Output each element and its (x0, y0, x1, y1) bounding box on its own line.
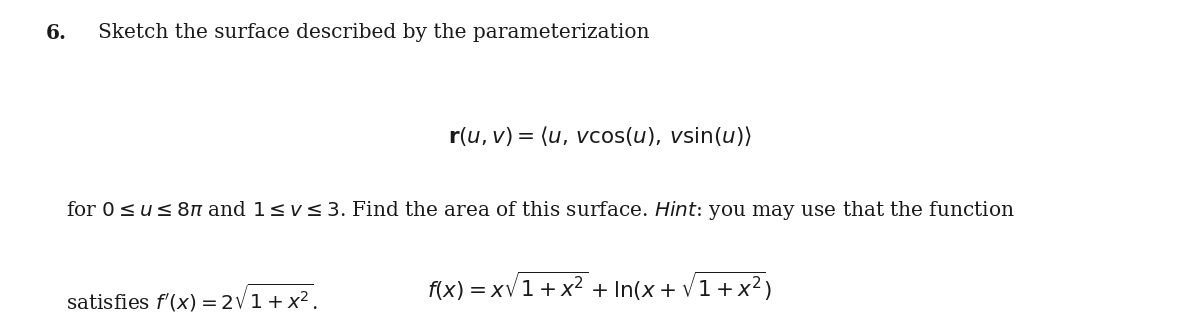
Text: satisfies $f'(x) = 2\sqrt{1+x^2}$.: satisfies $f'(x) = 2\sqrt{1+x^2}$. (66, 282, 318, 314)
Text: $f(x) = x\sqrt{1+x^2} + \ln(x + \sqrt{1+x^2})$: $f(x) = x\sqrt{1+x^2} + \ln(x + \sqrt{1+… (427, 270, 773, 303)
Text: Sketch the surface described by the parameterization: Sketch the surface described by the para… (98, 23, 650, 42)
Text: for $0 \leq u \leq 8\pi$ and $1 \leq v \leq 3$. Find the area of this surface. $: for $0 \leq u \leq 8\pi$ and $1 \leq v \… (66, 199, 1015, 222)
Text: $\mathbf{r}(u, v) = \langle u,\, v\cos(u),\, v\sin(u)\rangle$: $\mathbf{r}(u, v) = \langle u,\, v\cos(u… (448, 124, 752, 148)
Text: 6.: 6. (46, 23, 67, 43)
